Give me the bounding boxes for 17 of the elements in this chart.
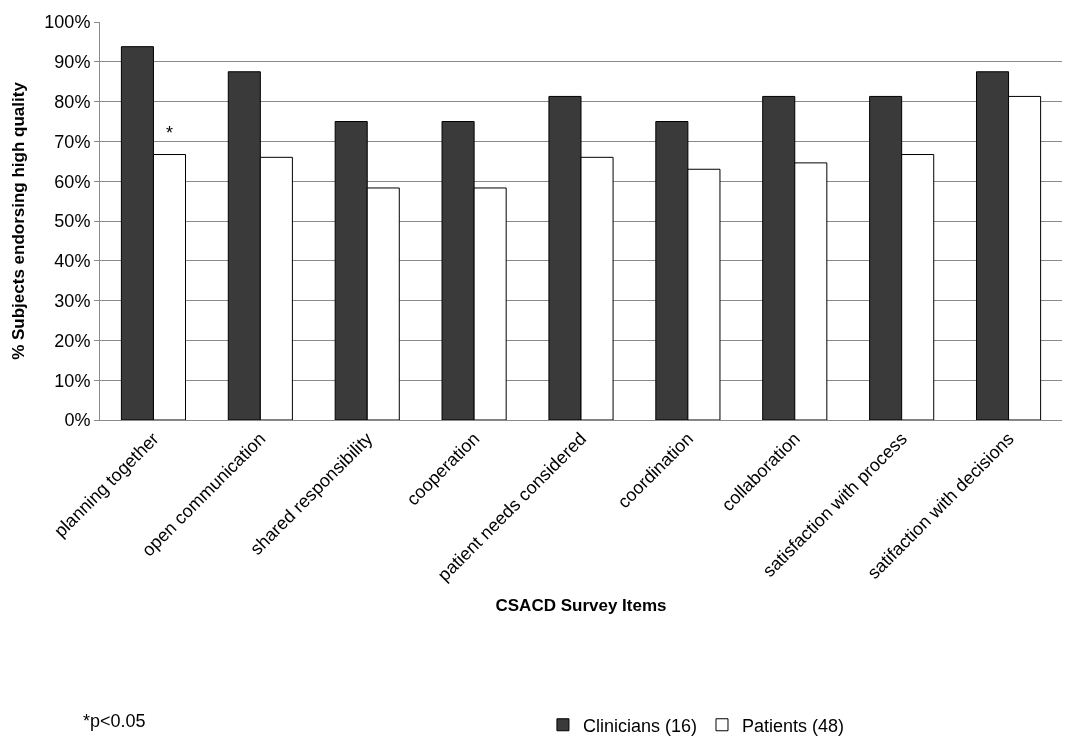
- x-axis-title: CSACD Survey Items: [495, 596, 667, 616]
- y-tick-label: 100%: [44, 12, 91, 33]
- annotation: *: [166, 123, 174, 143]
- y-tick-label: 0%: [64, 410, 91, 431]
- y-tick-label: 70%: [54, 131, 91, 152]
- legend-label: Clinicians (16): [582, 715, 697, 736]
- y-tick-label: 50%: [54, 211, 91, 232]
- y-tick-label: 90%: [54, 52, 91, 73]
- y-tick-label: 10%: [54, 370, 91, 391]
- y-tick-label: 40%: [54, 251, 91, 272]
- y-tick-label: 80%: [54, 91, 91, 112]
- text: *p<0.05: [83, 711, 146, 731]
- y-axis-title: % Subjects endorsing high quality: [8, 81, 28, 360]
- y-tick-label: 60%: [54, 171, 91, 192]
- y-tick-label: 20%: [54, 330, 91, 351]
- y-tick-label: 30%: [54, 290, 91, 311]
- legend-label: Patients (48): [741, 715, 845, 736]
